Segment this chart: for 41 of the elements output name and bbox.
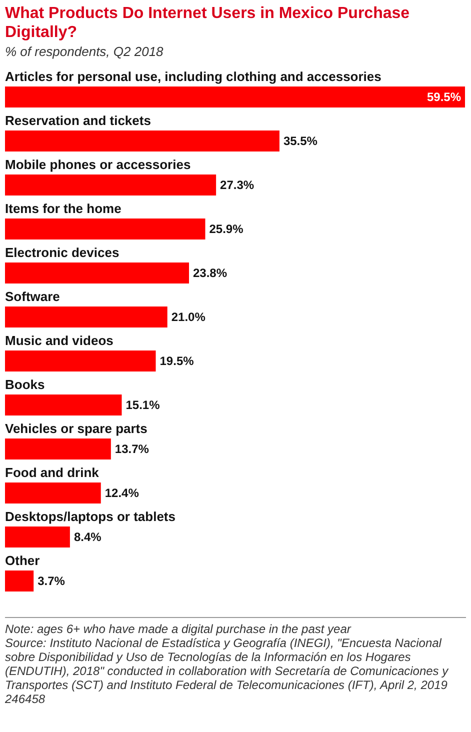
y-tick-label: Books [5, 377, 45, 392]
bar [5, 130, 280, 152]
bar [5, 218, 206, 240]
y-tick-label: Food and drink [5, 465, 100, 480]
bar [5, 262, 189, 284]
data-label: 23.8% [193, 266, 228, 280]
data-label: 13.7% [114, 442, 150, 456]
data-label: 27.3% [220, 178, 254, 192]
y-tick-label: Electronic devices [5, 245, 120, 260]
data-label: 21.0% [171, 310, 206, 324]
bar [5, 86, 465, 108]
data-label: 35.5% [283, 134, 318, 148]
text: Note: ages 6+ who have made a digital purchase in the past year [5, 622, 352, 636]
data-label: 3.7% [38, 574, 66, 588]
y-tick-label: Software [5, 289, 60, 304]
bar [5, 306, 168, 328]
chart-subtitle: % of respondents, Q2 2018 [5, 44, 164, 59]
bar [5, 174, 216, 196]
y-tick-label: Music and videos [5, 333, 114, 348]
source-note: Source: Instituto Nacional de Estadística y Geografía (INEGI), "Encuesta Nacional sobre Disponibilidad y Uso de Tecnologías de la Información en los Hogares (ENDUTIH), 2018" conducted in collaboration with Secretaría de Comunicaciones y Transportes (SCT) and Instituto Federal de Telecomunicaciones (IFT), April 2, 2019 [5, 636, 450, 692]
text: 246458 [5, 692, 46, 706]
y-tick-label: Items for the home [5, 201, 122, 216]
y-tick-label: Other [5, 553, 40, 568]
y-tick-label: Reservation and tickets [5, 113, 151, 128]
y-tick-label: Vehicles or spare parts [5, 421, 148, 436]
bar [5, 394, 122, 416]
y-tick-label: Mobile phones or accessories [5, 157, 191, 172]
chart-title: What Products Do Internet Users in Mexico Purchase Digitally? [5, 4, 411, 42]
data-label: 59.5% [426, 90, 462, 104]
bar [5, 350, 156, 372]
y-tick-label: Desktops/laptops or tablets [5, 509, 176, 524]
y-tick-label: Articles for personal use, including clothing and accessories [5, 69, 382, 84]
data-label: 8.4% [74, 530, 102, 544]
bar [5, 526, 70, 548]
bar [5, 570, 34, 592]
data-label: 15.1% [126, 398, 160, 412]
bar [5, 482, 101, 504]
data-label: 19.5% [160, 354, 194, 368]
bar [5, 438, 111, 460]
data-label: 25.9% [209, 222, 244, 236]
data-label: 12.4% [104, 486, 140, 500]
